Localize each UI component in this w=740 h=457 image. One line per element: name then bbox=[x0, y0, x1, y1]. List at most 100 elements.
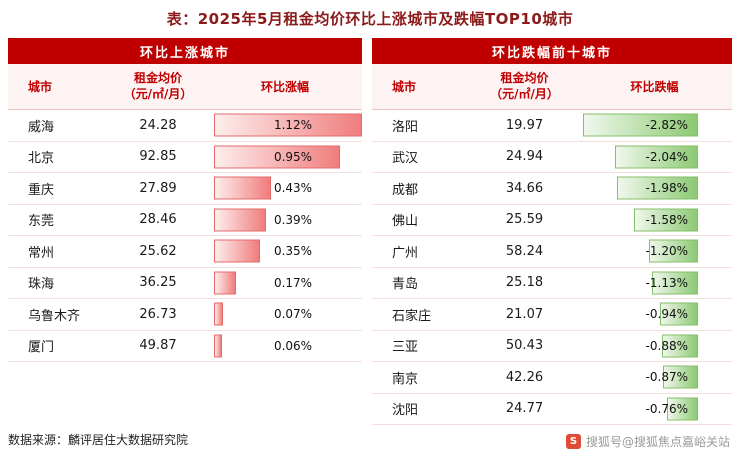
decrease-bar bbox=[617, 176, 698, 200]
rent-price: 58.24 bbox=[505, 243, 544, 259]
city-name: 威海 bbox=[28, 119, 55, 135]
column-header-price-line2: （元/㎡/月） bbox=[123, 86, 193, 101]
change-cell: -1.13% bbox=[577, 268, 732, 299]
rent-price: 25.18 bbox=[505, 275, 544, 291]
decrease-bar bbox=[659, 302, 698, 326]
change-percent: 1.12% bbox=[273, 118, 313, 133]
city-name: 厦门 bbox=[28, 340, 55, 356]
change-percent: 0.95% bbox=[273, 149, 313, 164]
city-name: 青岛 bbox=[392, 277, 419, 293]
table-row: 重庆 27.89 0.43% bbox=[8, 173, 362, 205]
city-name: 三亚 bbox=[392, 340, 419, 356]
table-row: 南京 42.26 -0.87% bbox=[372, 362, 732, 394]
change-cell: 0.43% bbox=[208, 173, 362, 204]
falling-columns-header: 城市 租金均价 （元/㎡/月） 环比跌幅 bbox=[372, 64, 732, 110]
change-cell: 1.12% bbox=[208, 110, 362, 141]
city-name: 广州 bbox=[392, 245, 419, 261]
table-row: 珠海 36.25 0.17% bbox=[8, 268, 362, 299]
table-row: 北京 92.85 0.95% bbox=[8, 142, 362, 173]
change-percent: 0.39% bbox=[273, 212, 313, 227]
rent-price: 19.97 bbox=[505, 117, 544, 133]
rent-price: 25.59 bbox=[505, 212, 544, 228]
table-row: 厦门 49.87 0.06% bbox=[8, 331, 362, 362]
change-percent: -0.87% bbox=[645, 370, 688, 385]
rent-price: 24.77 bbox=[505, 401, 544, 417]
change-percent: -1.98% bbox=[645, 181, 688, 196]
city-name: 重庆 bbox=[28, 182, 55, 198]
column-header-price-line1: 租金均价 bbox=[500, 70, 549, 85]
column-header-price-line2: （元/㎡/月） bbox=[490, 86, 559, 101]
change-cell: -0.94% bbox=[577, 299, 732, 330]
city-name: 珠海 bbox=[28, 277, 55, 293]
city-name: 成都 bbox=[392, 182, 419, 198]
change-percent: 0.06% bbox=[273, 338, 313, 353]
column-header-price: 租金均价 （元/㎡/月） bbox=[472, 71, 577, 102]
table-row: 三亚 50.43 -0.88% bbox=[372, 331, 732, 362]
column-header-city: 城市 bbox=[28, 80, 53, 94]
change-percent: 0.17% bbox=[273, 275, 313, 290]
sohu-watermark-text: 搜狐号@搜狐焦点嘉峪关站 bbox=[585, 435, 730, 449]
rising-columns-header: 城市 租金均价 （元/㎡/月） 环比涨幅 bbox=[8, 64, 362, 110]
increase-bar bbox=[214, 239, 261, 263]
increase-bar bbox=[214, 302, 224, 326]
column-header-change: 环比涨幅 bbox=[260, 80, 309, 94]
column-header-change: 环比跌幅 bbox=[630, 80, 679, 94]
change-cell: -2.82% bbox=[577, 110, 732, 141]
change-cell: -1.20% bbox=[577, 236, 732, 267]
change-cell: -0.87% bbox=[577, 362, 732, 393]
increase-bar bbox=[214, 145, 340, 169]
decrease-bar bbox=[651, 271, 698, 295]
table-row: 武汉 24.94 -2.04% bbox=[372, 142, 732, 173]
decrease-bar bbox=[649, 239, 698, 263]
increase-bar bbox=[214, 176, 271, 200]
decrease-bar bbox=[633, 208, 698, 232]
decrease-bar bbox=[662, 365, 698, 389]
change-percent: -0.88% bbox=[645, 338, 688, 353]
city-name: 武汉 bbox=[392, 151, 419, 167]
city-name: 乌鲁木齐 bbox=[28, 308, 81, 324]
change-cell: -2.04% bbox=[577, 142, 732, 173]
change-percent: -1.13% bbox=[645, 275, 688, 290]
rent-price: 36.25 bbox=[139, 275, 177, 291]
sohu-watermark: S 搜狐号@搜狐焦点嘉峪关站 bbox=[565, 433, 730, 450]
change-cell: 0.35% bbox=[208, 236, 362, 267]
rent-price: 27.89 bbox=[139, 180, 177, 196]
change-percent: 0.07% bbox=[273, 307, 313, 322]
change-cell: -1.98% bbox=[577, 173, 732, 204]
change-cell: 0.39% bbox=[208, 205, 362, 236]
city-name: 洛阳 bbox=[392, 119, 419, 135]
column-header-price: 租金均价 （元/㎡/月） bbox=[108, 71, 208, 102]
city-name: 沈阳 bbox=[392, 403, 419, 419]
rent-price: 50.43 bbox=[505, 338, 544, 354]
change-percent: -2.82% bbox=[645, 118, 688, 133]
tables-container: 环比上涨城市 城市 租金均价 （元/㎡/月） 环比涨幅 威海 24.28 1.1… bbox=[0, 38, 740, 425]
table-row: 石家庄 21.07 -0.94% bbox=[372, 299, 732, 331]
decrease-bar bbox=[583, 113, 698, 137]
change-percent: -2.04% bbox=[645, 149, 688, 164]
city-name: 北京 bbox=[28, 151, 55, 167]
city-name: 南京 bbox=[392, 371, 419, 387]
rising-panel-header: 环比上涨城市 bbox=[8, 38, 362, 64]
table-row: 成都 34.66 -1.98% bbox=[372, 173, 732, 205]
change-percent: -1.58% bbox=[645, 212, 688, 227]
table-row: 青岛 25.18 -1.13% bbox=[372, 268, 732, 299]
city-name: 东莞 bbox=[28, 214, 55, 230]
table-row: 广州 58.24 -1.20% bbox=[372, 236, 732, 268]
change-cell: -1.58% bbox=[577, 205, 732, 236]
change-cell: 0.07% bbox=[208, 299, 362, 330]
rent-price: 21.07 bbox=[505, 306, 544, 322]
sohu-logo-icon: S bbox=[565, 434, 581, 449]
city-name: 佛山 bbox=[392, 214, 419, 230]
increase-bar bbox=[214, 113, 362, 137]
table-row: 乌鲁木齐 26.73 0.07% bbox=[8, 299, 362, 331]
falling-panel-header: 环比跌幅前十城市 bbox=[372, 38, 732, 64]
rent-price: 25.62 bbox=[139, 243, 177, 259]
table-row: 洛阳 19.97 -2.82% bbox=[372, 110, 732, 142]
change-cell: 0.06% bbox=[208, 331, 362, 362]
table-row: 威海 24.28 1.12% bbox=[8, 110, 362, 142]
table-row: 佛山 25.59 -1.58% bbox=[372, 205, 732, 236]
increase-bar bbox=[214, 334, 222, 358]
change-cell: -0.88% bbox=[577, 331, 732, 362]
rent-price: 28.46 bbox=[139, 212, 177, 228]
rent-price: 26.73 bbox=[139, 306, 177, 322]
